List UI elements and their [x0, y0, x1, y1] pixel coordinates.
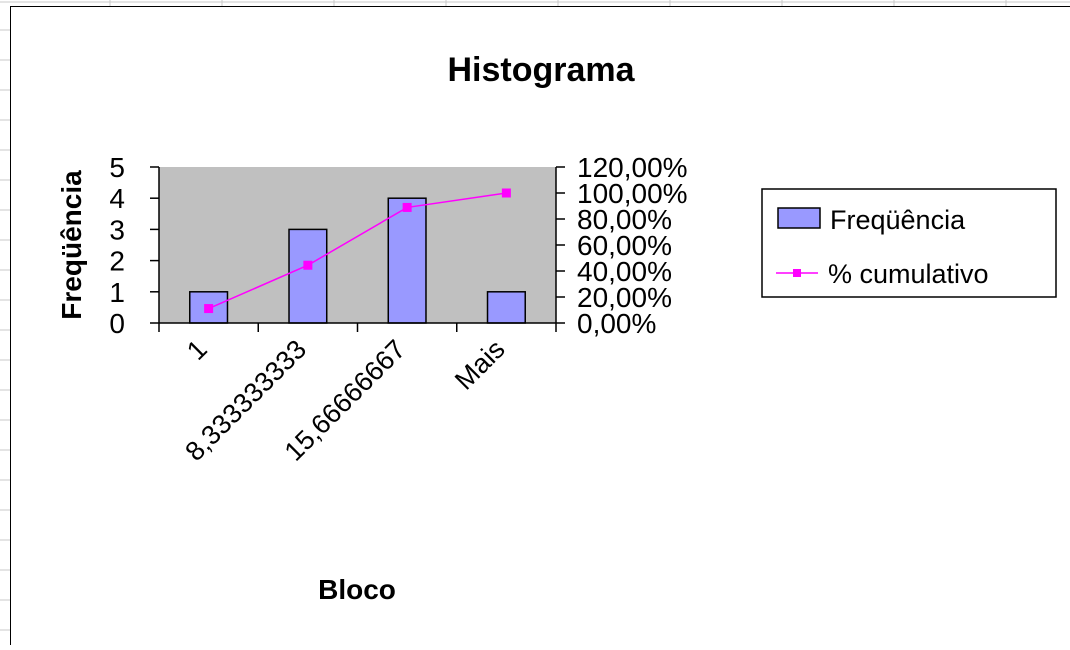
y2-tick-label-6: 120,00%: [577, 152, 688, 183]
cumulative-point-0: [204, 304, 214, 314]
y2-tick-label-0: 0,00%: [577, 308, 656, 339]
y-tick-label-0: 0: [109, 308, 125, 339]
cumulative-point-3: [501, 188, 511, 198]
y2-tick-label-3: 60,00%: [577, 230, 672, 261]
legend: Freqüência % cumulativo: [761, 188, 1057, 298]
legend-box: [761, 188, 1057, 298]
x-axis-title: Bloco: [318, 574, 396, 605]
legend-label-cumulativo: % cumulativo: [828, 259, 989, 289]
cumulative-point-2: [402, 202, 412, 212]
y-tick-label-4: 4: [109, 183, 125, 214]
y-axis-title: Freqüência: [56, 170, 87, 320]
cumulative-point-1: [303, 260, 313, 270]
legend-swatch-frequencia: [777, 207, 821, 229]
chart-title: Histograma: [447, 51, 635, 89]
legend-marker-cumulativo: [793, 269, 801, 277]
legend-label-frequencia: Freqüência: [830, 205, 966, 235]
bar-2: [387, 197, 427, 324]
y-tick-label-3: 3: [109, 214, 125, 245]
x-tick-label-0: 1: [181, 334, 213, 366]
y-tick-label-2: 2: [109, 246, 125, 277]
bar-3: [486, 291, 526, 324]
y-tick-label-5: 5: [109, 152, 125, 183]
bar-1: [288, 228, 328, 324]
y2-tick-label-5: 100,00%: [577, 178, 688, 209]
y-tick-label-1: 1: [109, 277, 125, 308]
y2-tick-label-4: 80,00%: [577, 204, 672, 235]
cumulative-line: [208, 192, 507, 310]
y2-tick-label-2: 40,00%: [577, 256, 672, 287]
x-tick-label-3: Mais: [449, 334, 511, 396]
y2-tick-label-1: 20,00%: [577, 282, 672, 313]
